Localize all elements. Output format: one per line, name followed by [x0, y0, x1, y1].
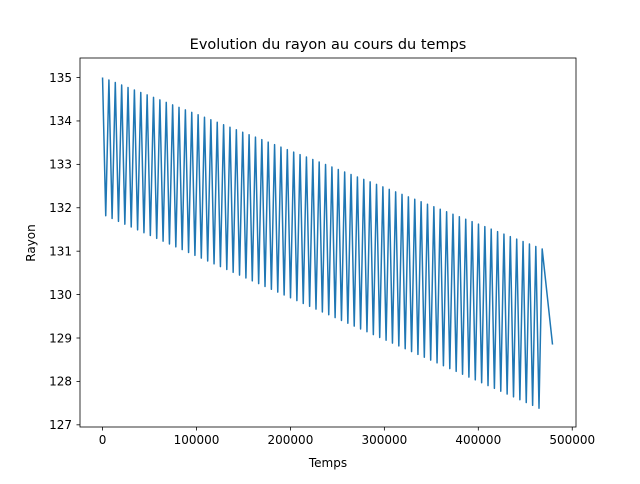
- y-tick-label: 130: [49, 288, 72, 302]
- x-tick-label: 500000: [549, 433, 595, 447]
- y-tick-label: 134: [49, 114, 72, 128]
- y-tick-label: 135: [49, 71, 72, 85]
- y-tick-label: 131: [49, 244, 72, 258]
- x-tick-label: 200000: [268, 433, 314, 447]
- y-tick-label: 129: [49, 331, 72, 345]
- x-tick-label: 100000: [174, 433, 220, 447]
- axes-frame: [79, 57, 577, 428]
- y-tick-label: 127: [49, 418, 72, 432]
- y-tick-label: 132: [49, 201, 72, 215]
- chart-title: Evolution du rayon au cours du temps: [190, 37, 467, 53]
- x-axis-label: Temps: [308, 456, 347, 470]
- x-tick-label: 400000: [455, 433, 501, 447]
- series-line-0: [101, 77, 554, 409]
- axes: 0 100000 200000 300000 400000 500000 127 128 129…: [49, 57, 595, 447]
- y-axis-label: Rayon: [24, 224, 38, 261]
- plot-area: [101, 77, 554, 409]
- y-tick-label: 133: [49, 158, 72, 172]
- x-tick-label: 0: [99, 433, 107, 447]
- y-tick-label: 128: [49, 375, 72, 389]
- x-tick-label: 300000: [361, 433, 407, 447]
